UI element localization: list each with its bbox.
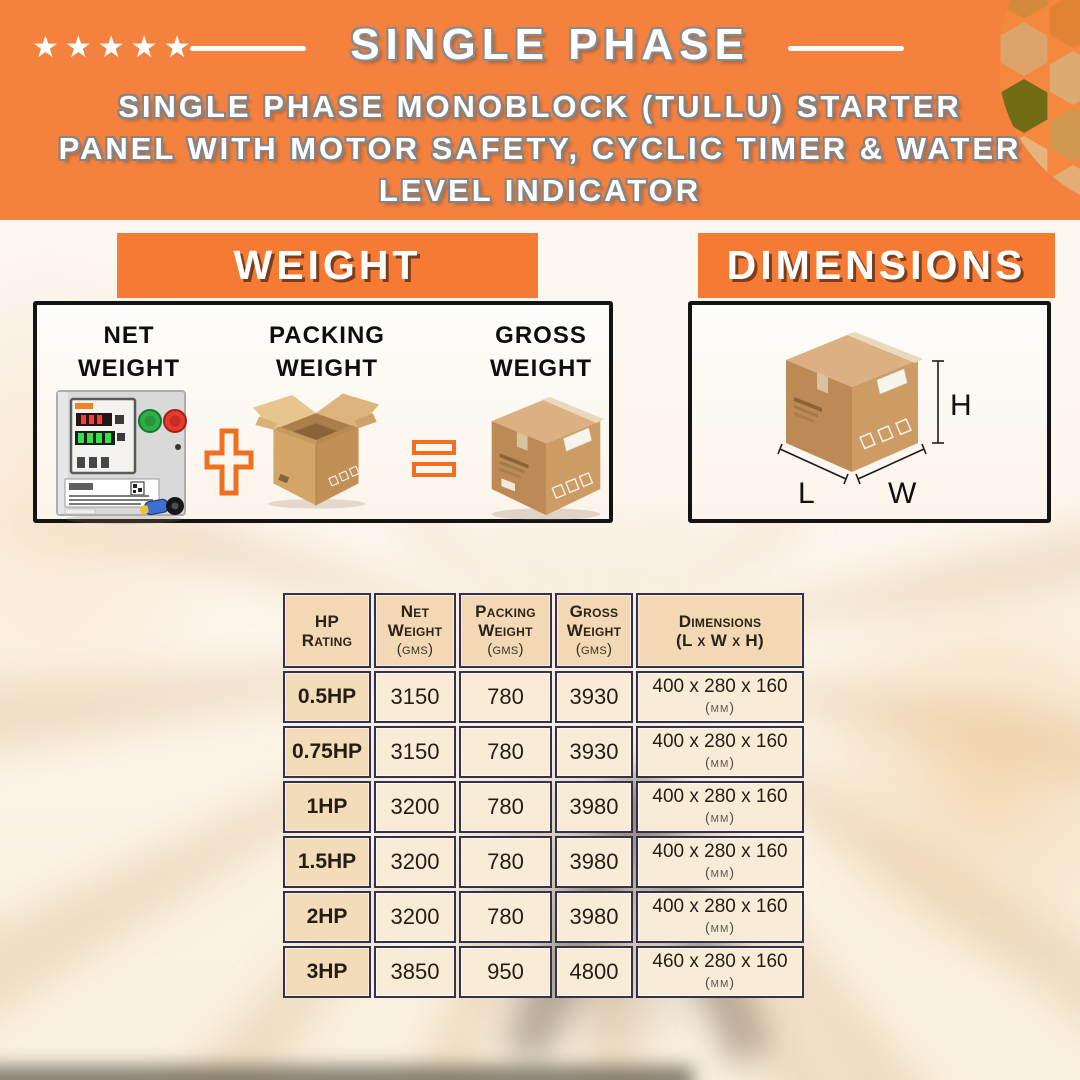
net-weight-cell: 3200	[374, 781, 456, 833]
col-header-hp-rating: HP Rating	[283, 593, 371, 668]
col-header-packing-weight: Packing Weight (gms)	[459, 593, 552, 668]
net-weight-label: NET WEIGHT	[78, 322, 180, 382]
col-header-dimensions: Dimensions (L x W x H)	[636, 593, 804, 668]
hp-rating-cell: 3HP	[283, 946, 371, 998]
plus-icon	[204, 428, 254, 496]
net-weight-cell: 3200	[374, 836, 456, 888]
packing-weight-cell: 780	[459, 726, 552, 778]
product-title-line: SINGLE PHASE MONOBLOCK (TULLU) STARTER	[118, 89, 962, 124]
background-smudge	[0, 1066, 693, 1080]
gross-weight-cell: 3930	[555, 671, 633, 723]
weight-box: NET WEIGHT PACKING WEIGHT GROSS WEIGHT	[33, 301, 613, 524]
product-title-line: PANEL WITH MOTOR SAFETY, CYCLIC TIMER & …	[58, 131, 1022, 166]
packing-weight-label: PACKING WEIGHT	[269, 322, 385, 382]
net-weight-cell: 3150	[374, 671, 456, 723]
net-weight-cell: 3850	[374, 946, 456, 998]
dimensions-cell: 400 x 280 x 160 (mm)	[636, 726, 804, 778]
gross-weight-label: GROSS WEIGHT	[490, 322, 592, 382]
hp-rating-cell: 0.75HP	[283, 726, 371, 778]
closed-box-image	[491, 396, 605, 521]
length-label: L	[798, 477, 815, 510]
product-title-line: LEVEL INDICATOR	[378, 173, 702, 208]
dimensions-illustration: H L W	[777, 332, 972, 510]
gross-weight-cell: 3980	[555, 836, 633, 888]
packing-weight-cell: 780	[459, 891, 552, 943]
category-title: SINGLE PHASE	[350, 20, 750, 69]
dimensions-cell: 400 x 280 x 160 (mm)	[636, 891, 804, 943]
col-header-net-weight: Net Weight (gms)	[374, 593, 456, 668]
dimensions-box: H L W	[688, 301, 1051, 523]
col-header-gross-weight: Gross Weight (gms)	[555, 593, 633, 668]
gross-weight-cell: 3980	[555, 781, 633, 833]
gross-weight-cell: 4800	[555, 946, 633, 998]
header-row: ★★★★★ SINGLE PHASE	[0, 20, 1080, 74]
packing-weight-cell: 780	[459, 671, 552, 723]
net-weight-cell: 3150	[374, 726, 456, 778]
dimensions-banner: DIMENSIONS	[698, 233, 1055, 298]
hp-rating-cell: 1.5HP	[283, 836, 371, 888]
gross-weight-cell: 3930	[555, 726, 633, 778]
header-band: ★★★★★ SINGLE PHASE SINGLE PHASE MONOBLOC…	[0, 0, 1080, 220]
height-label: H	[950, 389, 972, 422]
equals-icon	[412, 440, 456, 477]
background-glow	[780, 560, 1080, 980]
dimensions-cell: 400 x 280 x 160 (mm)	[636, 781, 804, 833]
star-rating-icons: ★★★★★	[32, 31, 197, 64]
spec-table: HP Rating Net Weight (gms) Packing Weigh…	[283, 593, 804, 998]
packing-weight-cell: 780	[459, 781, 552, 833]
dimensions-cell: 460 x 280 x 160 (mm)	[636, 946, 804, 998]
open-box-image	[252, 393, 380, 509]
dimensions-cell: 400 x 280 x 160 (mm)	[636, 836, 804, 888]
hp-rating-cell: 2HP	[283, 891, 371, 943]
width-label: W	[888, 477, 917, 510]
packing-weight-cell: 950	[459, 946, 552, 998]
divider-dash-left	[190, 46, 306, 51]
starter-panel-image	[56, 390, 187, 524]
divider-dash-right	[788, 46, 904, 51]
dimensions-cell: 400 x 280 x 160 (mm)	[636, 671, 804, 723]
weight-banner: WEIGHT	[117, 233, 538, 298]
hp-rating-cell: 0.5HP	[283, 671, 371, 723]
gross-weight-cell: 3980	[555, 891, 633, 943]
hp-rating-cell: 1HP	[283, 781, 371, 833]
packing-weight-cell: 780	[459, 836, 552, 888]
product-title: SINGLE PHASE MONOBLOCK (TULLU) STARTER P…	[0, 86, 1080, 212]
net-weight-cell: 3200	[374, 891, 456, 943]
honeycomb-ball-decoration	[1000, 0, 1080, 212]
